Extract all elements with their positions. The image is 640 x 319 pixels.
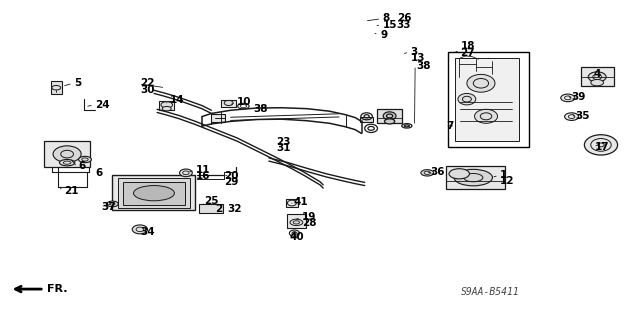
Text: S9AA-B5411: S9AA-B5411	[461, 287, 519, 297]
Text: 10: 10	[237, 97, 252, 107]
Text: 18: 18	[461, 41, 475, 51]
Bar	[113, 175, 195, 210]
Text: 4: 4	[593, 69, 601, 79]
Text: 7: 7	[447, 121, 454, 131]
Bar	[456, 58, 519, 141]
Bar	[287, 214, 306, 228]
Ellipse shape	[584, 135, 618, 155]
Text: 23: 23	[276, 137, 291, 147]
Text: 41: 41	[293, 197, 308, 207]
Bar	[51, 81, 62, 94]
Text: 17: 17	[595, 142, 609, 152]
Bar	[159, 101, 174, 110]
Text: 21: 21	[65, 186, 79, 196]
Ellipse shape	[79, 156, 92, 163]
Text: 29: 29	[224, 177, 239, 187]
Bar	[118, 178, 190, 208]
Text: 12: 12	[500, 176, 515, 186]
Text: 9: 9	[380, 30, 387, 40]
Bar	[360, 117, 373, 122]
Bar	[221, 100, 236, 108]
Text: 30: 30	[140, 85, 154, 95]
Ellipse shape	[134, 186, 174, 201]
Ellipse shape	[449, 169, 469, 179]
Ellipse shape	[458, 93, 476, 105]
Text: 38: 38	[253, 104, 268, 114]
Text: 3: 3	[411, 47, 418, 56]
Text: 19: 19	[302, 212, 317, 222]
Text: 15: 15	[383, 20, 397, 31]
Bar	[580, 67, 614, 86]
Ellipse shape	[107, 201, 118, 207]
Ellipse shape	[385, 119, 395, 124]
Text: 8: 8	[383, 13, 390, 23]
Ellipse shape	[179, 169, 192, 177]
Text: 37: 37	[102, 202, 116, 211]
Bar	[44, 141, 90, 167]
Ellipse shape	[383, 112, 396, 120]
Bar	[124, 182, 184, 204]
Text: 35: 35	[575, 111, 590, 121]
Ellipse shape	[290, 219, 303, 226]
Ellipse shape	[161, 102, 173, 108]
Text: FR.: FR.	[47, 284, 67, 294]
Text: 28: 28	[302, 218, 317, 228]
Text: 20: 20	[224, 171, 239, 181]
Bar	[211, 114, 225, 122]
Ellipse shape	[561, 94, 575, 102]
Text: 16: 16	[196, 171, 211, 181]
Bar	[378, 109, 402, 123]
Bar	[447, 167, 505, 189]
Ellipse shape	[132, 225, 148, 234]
Text: 6: 6	[95, 168, 102, 178]
Text: 24: 24	[95, 100, 110, 110]
Ellipse shape	[163, 107, 172, 111]
Ellipse shape	[60, 160, 75, 166]
Text: 31: 31	[276, 143, 291, 153]
Ellipse shape	[474, 109, 497, 123]
Text: 11: 11	[196, 165, 211, 175]
Text: 22: 22	[140, 78, 154, 88]
Text: 25: 25	[204, 197, 218, 206]
Text: 5: 5	[74, 78, 81, 88]
Text: 2: 2	[214, 204, 222, 214]
Text: 36: 36	[430, 167, 444, 177]
Text: 26: 26	[397, 13, 411, 23]
Text: 6: 6	[79, 161, 86, 172]
Text: 34: 34	[140, 227, 154, 237]
Bar	[448, 52, 529, 147]
Text: 38: 38	[417, 61, 431, 71]
Text: 13: 13	[411, 53, 425, 63]
Ellipse shape	[564, 113, 579, 121]
Ellipse shape	[467, 74, 495, 92]
Text: 40: 40	[289, 232, 304, 242]
Ellipse shape	[591, 79, 604, 86]
Ellipse shape	[224, 100, 233, 106]
Text: 27: 27	[461, 48, 475, 58]
Ellipse shape	[588, 72, 606, 82]
Text: 39: 39	[572, 92, 586, 102]
Text: 1: 1	[500, 170, 508, 180]
Text: 33: 33	[397, 20, 411, 31]
Ellipse shape	[53, 146, 81, 162]
Bar	[285, 199, 298, 207]
Ellipse shape	[454, 169, 492, 186]
Text: 32: 32	[227, 204, 242, 214]
Text: 14: 14	[170, 95, 184, 105]
Ellipse shape	[421, 170, 434, 176]
Bar	[198, 204, 223, 213]
